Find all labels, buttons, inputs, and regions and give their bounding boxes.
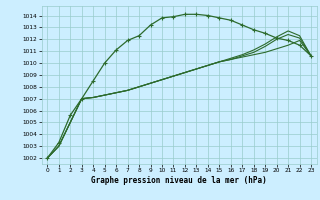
X-axis label: Graphe pression niveau de la mer (hPa): Graphe pression niveau de la mer (hPa) <box>91 176 267 185</box>
